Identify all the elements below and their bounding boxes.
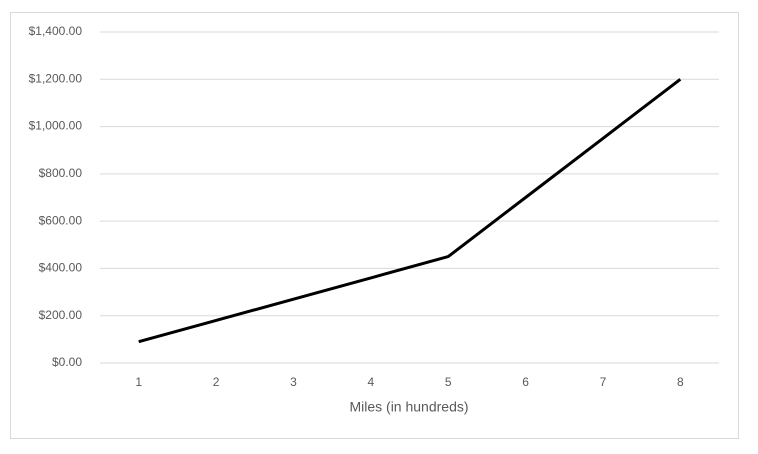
y-tick-label: $1,000.00 — [29, 119, 83, 133]
y-tick-label: $1,200.00 — [29, 71, 83, 85]
y-tick-label: $1,400.00 — [29, 24, 83, 38]
y-tick-label: $800.00 — [39, 166, 83, 180]
x-tick-label: 8 — [677, 375, 684, 389]
x-tick-label: 4 — [367, 375, 374, 389]
chart-frame — [10, 12, 739, 439]
y-tick-label: $0.00 — [52, 355, 82, 369]
x-tick-label: 5 — [445, 375, 452, 389]
x-tick-label: 2 — [213, 375, 220, 389]
x-tick-label: 1 — [135, 375, 142, 389]
line-series — [138, 78, 682, 344]
y-tick-label: $400.00 — [39, 261, 83, 275]
y-tick-label: $200.00 — [39, 308, 83, 322]
x-tick-label: 7 — [600, 375, 607, 389]
x-axis-title: Miles (in hundreds) — [349, 399, 468, 415]
x-tick-label: 3 — [290, 375, 297, 389]
y-tick-label: $600.00 — [39, 213, 83, 227]
x-tick-label: 6 — [522, 375, 529, 389]
